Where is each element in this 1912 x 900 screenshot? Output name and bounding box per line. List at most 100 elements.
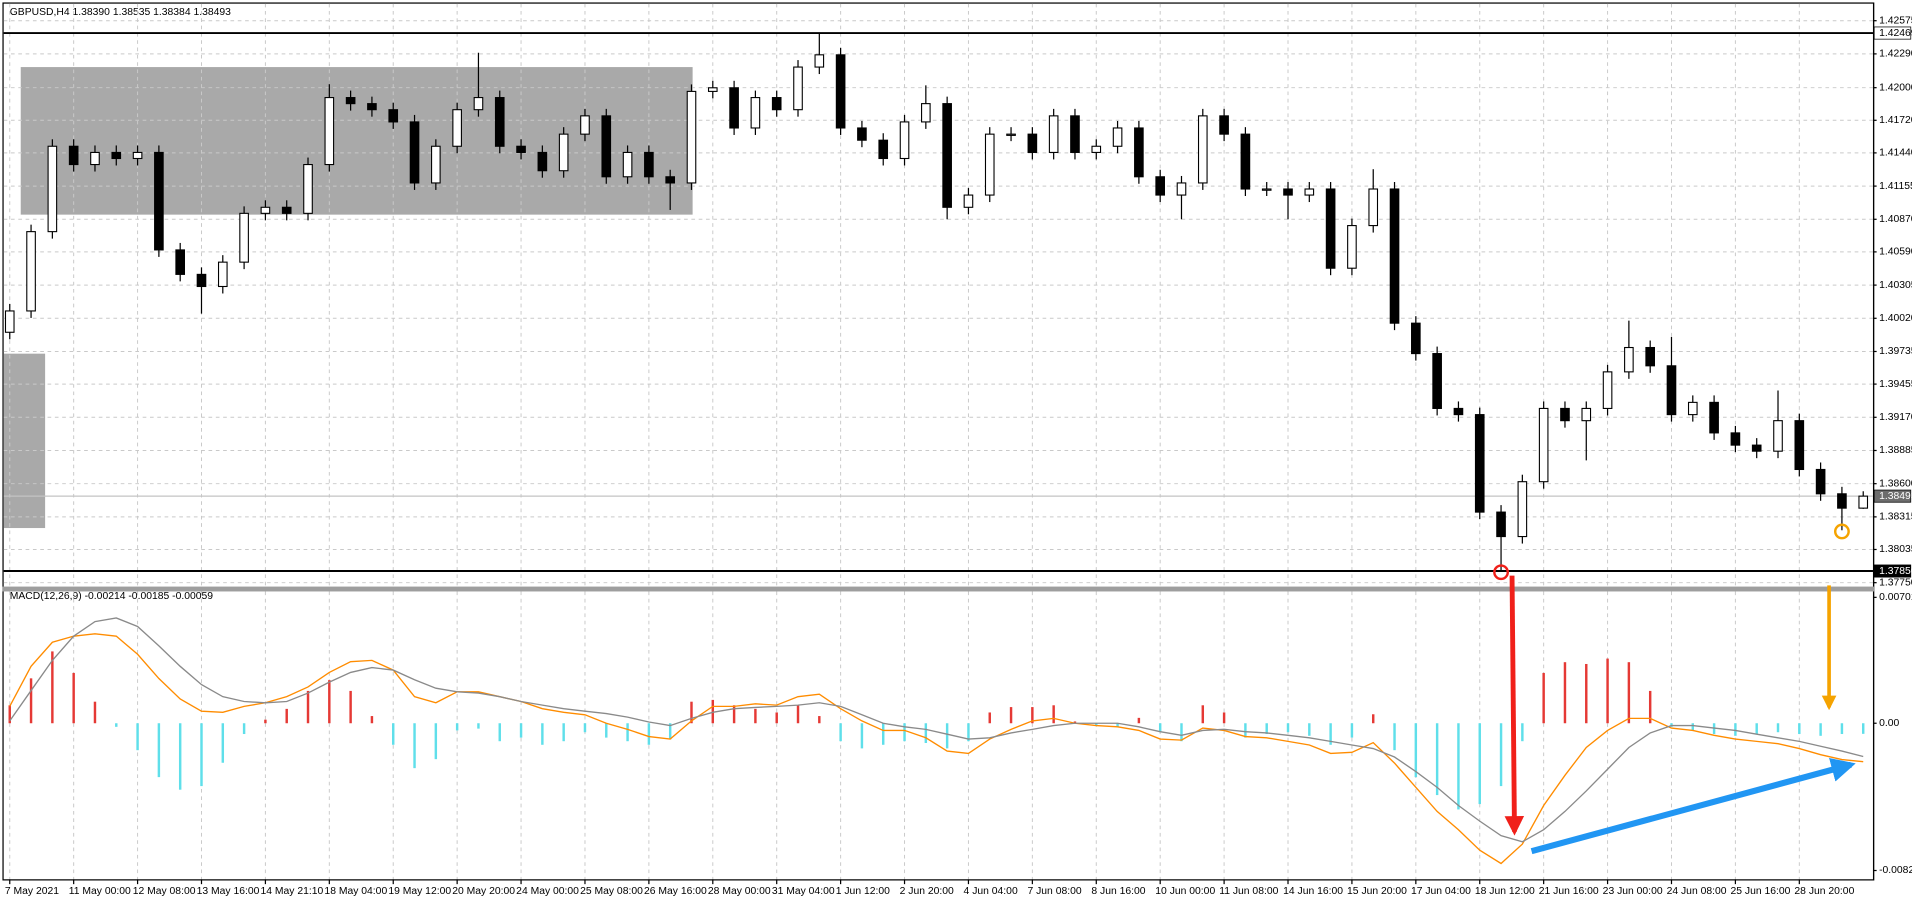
candle-body (345, 97, 356, 105)
price-level-label-box (1873, 564, 1912, 578)
candle-body (1283, 188, 1293, 196)
histogram-bar (1031, 707, 1034, 724)
histogram-bar (157, 723, 161, 778)
histogram-bar (1691, 723, 1695, 731)
x-tick-label: 24 May 00:00 (516, 886, 579, 897)
histogram-bar (903, 723, 906, 742)
x-tick-label: 25 Jun 16:00 (1731, 886, 1791, 897)
histogram-bar (1798, 723, 1801, 735)
y-tick-label: 1.42290 (1879, 49, 1912, 60)
candle-body (707, 87, 718, 92)
histogram-bar (136, 723, 139, 751)
candle-body (1070, 115, 1080, 153)
histogram-bar (839, 723, 842, 742)
x-tick-label: 21 Jun 16:00 (1539, 886, 1599, 897)
indicator-line (9, 617, 1864, 843)
x-tick-label: 24 Jun 08:00 (1667, 886, 1727, 897)
histogram-bar (1862, 723, 1865, 734)
histogram-bar (626, 723, 629, 742)
histogram-bar (264, 719, 267, 724)
candle-body (239, 212, 249, 263)
x-tick-label: 14 May 21:10 (261, 886, 324, 897)
histogram-bar (1563, 662, 1567, 724)
price-level-label-box (1873, 489, 1912, 503)
candle-body (1368, 188, 1379, 227)
x-tick-label: 7 Jun 08:00 (1027, 886, 1081, 897)
histogram-bar (1478, 723, 1481, 805)
candle-body (793, 66, 803, 111)
candle-body (1027, 133, 1038, 153)
candle-body (494, 97, 505, 147)
candle-body (686, 90, 697, 184)
histogram-bar (1244, 723, 1247, 738)
histogram-bar (1329, 723, 1332, 745)
candle-body (431, 145, 441, 184)
candle-body (857, 127, 867, 141)
histogram-bar (349, 690, 352, 724)
histogram-bar (178, 723, 182, 790)
histogram-bar (1095, 723, 1098, 726)
histogram-bar (796, 705, 800, 724)
y-tick-label: -0.0082 (1879, 865, 1912, 876)
x-tick-label: 12 May 08:00 (133, 886, 196, 897)
candle-body (963, 194, 974, 208)
histogram-bar (1734, 723, 1737, 736)
histogram-bar (1840, 723, 1844, 735)
candle-body (1687, 401, 1698, 416)
candle-body (4, 310, 15, 333)
y-tick-label: 1.42000 (1879, 82, 1912, 93)
histogram-bar (1585, 663, 1588, 724)
range-zone (20, 67, 693, 215)
candle-body (899, 121, 910, 160)
price-level-label: 1.42469 (1879, 28, 1912, 39)
y-tick-label: 1.41440 (1879, 148, 1912, 159)
candle-body (1709, 401, 1719, 434)
candle-body (580, 115, 590, 135)
y-tick-label: 0.00 (1879, 718, 1899, 729)
histogram-bar (1457, 723, 1460, 810)
histogram-bar (1521, 723, 1524, 742)
histogram-bar (988, 712, 991, 724)
histogram-bar (1137, 717, 1141, 724)
y-tick-label: 1.41720 (1879, 115, 1912, 126)
x-tick-label: 18 May 04:00 (324, 886, 387, 897)
annotations (1504, 575, 1856, 855)
histogram-bar (882, 723, 885, 745)
histogram-bar (413, 723, 416, 769)
candle-body (878, 139, 889, 160)
x-tick-label: 11 Jun 08:00 (1219, 886, 1278, 897)
candle-body (622, 151, 633, 178)
x-tick-label: 4 Jun 04:00 (964, 886, 1018, 897)
candle-body (1496, 511, 1506, 538)
histogram-bar (93, 701, 97, 724)
y-tick-label: 1.39735 (1879, 346, 1912, 357)
candle-body (1666, 365, 1677, 416)
x-tick-label: 20 May 20:00 (452, 886, 515, 897)
x-tick-label: 26 May 16:00 (644, 886, 707, 897)
x-tick-label: 8 Jun 16:00 (1091, 886, 1145, 897)
x-tick-label: 17 Jun 04:00 (1411, 886, 1471, 897)
candle-body (154, 151, 164, 251)
histogram-bar (1776, 723, 1780, 733)
x-tick-label: 1 Jun 12:00 (836, 886, 890, 897)
histogram-bar (1414, 723, 1418, 778)
candle-body (1837, 493, 1847, 509)
candle-body (47, 145, 58, 233)
candle-body (665, 176, 676, 184)
candle-body (558, 133, 569, 172)
candle-body (1858, 495, 1869, 509)
histogram-bar (562, 723, 565, 742)
candle-body (1112, 127, 1123, 147)
histogram-bar (860, 723, 864, 749)
candle-body (473, 97, 484, 111)
candle-body (1048, 115, 1059, 153)
candle-body (217, 261, 228, 288)
histogram-bar (29, 678, 33, 724)
candle-body (26, 231, 36, 312)
y-tick-label: 1.38600 (1879, 478, 1912, 489)
histogram-bar (477, 723, 480, 729)
candle-body (452, 109, 462, 147)
histogram-bar (1052, 705, 1055, 724)
y-tick-label: 1.38315 (1879, 512, 1912, 523)
